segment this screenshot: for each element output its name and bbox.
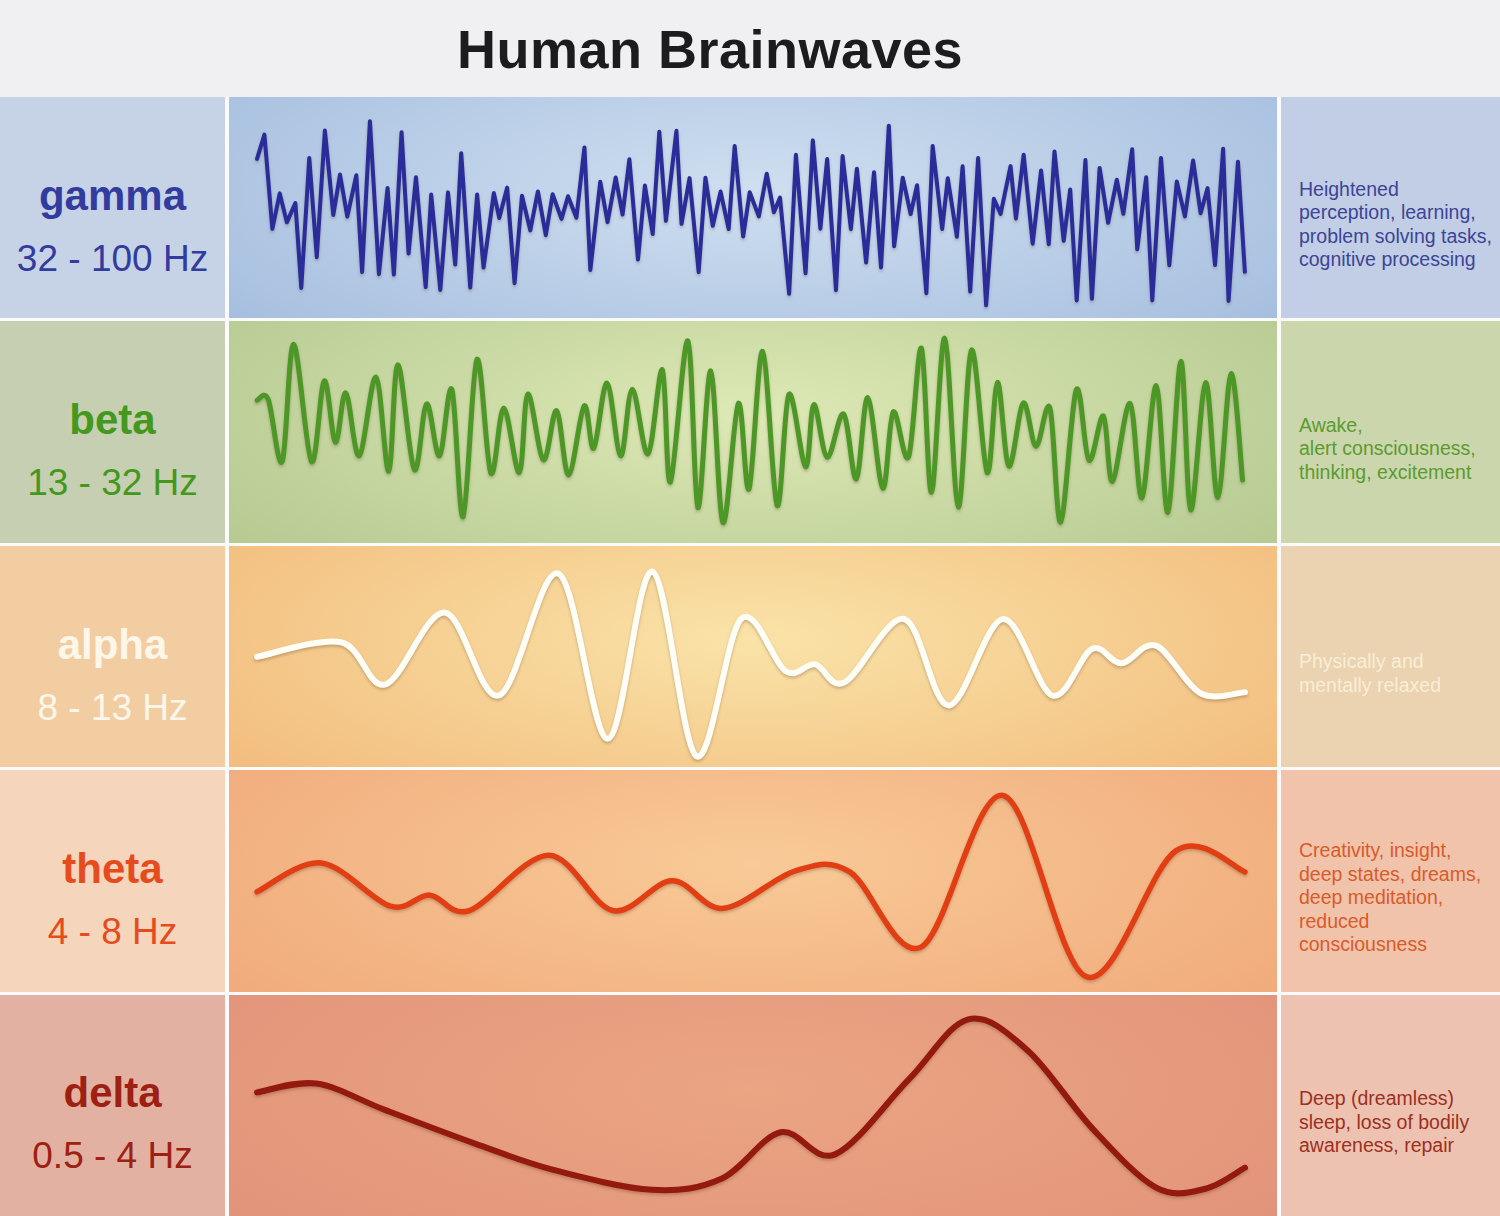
- band-description: Awake, alert consciousness, thinking, ex…: [1299, 414, 1476, 485]
- band-frequency: 4 - 8 Hz: [48, 911, 178, 953]
- bands-container: gamma 32 - 100 Hz Heightened perception,…: [0, 97, 1500, 1216]
- band-name: theta: [62, 845, 162, 893]
- header: Human Brainwaves: [0, 0, 1500, 97]
- band-label-cell: delta 0.5 - 4 Hz: [0, 995, 225, 1216]
- band-frequency: 32 - 100 Hz: [17, 238, 208, 280]
- band-description: Creativity, insight, deep states, dreams…: [1299, 839, 1481, 957]
- waveform-path: [257, 1018, 1245, 1193]
- band-description-cell: Awake, alert consciousness, thinking, ex…: [1281, 321, 1500, 542]
- band-description: Deep (dreamless) sleep, loss of bodily a…: [1299, 1087, 1469, 1158]
- band-frequency: 13 - 32 Hz: [27, 462, 198, 504]
- band-description-cell: Physically and mentally relaxed: [1281, 546, 1500, 767]
- band-waveform-cell: [229, 770, 1277, 991]
- band-name: delta: [63, 1069, 161, 1117]
- band-label-cell: gamma 32 - 100 Hz: [0, 97, 225, 318]
- band-frequency: 0.5 - 4 Hz: [32, 1135, 192, 1177]
- page-title: Human Brainwaves: [457, 18, 963, 80]
- band-description-cell: Creativity, insight, deep states, dreams…: [1281, 770, 1500, 991]
- band-row-delta: delta 0.5 - 4 Hz Deep (dreamless) sleep,…: [0, 995, 1500, 1216]
- band-frequency: 8 - 13 Hz: [37, 687, 187, 729]
- band-waveform-cell: [229, 321, 1277, 542]
- band-description: Physically and mentally relaxed: [1299, 650, 1441, 697]
- band-row-beta: beta 13 - 32 Hz Awake, alert consciousne…: [0, 321, 1500, 542]
- band-name: beta: [69, 396, 155, 444]
- waveform: [229, 546, 1277, 767]
- band-label-cell: theta 4 - 8 Hz: [0, 770, 225, 991]
- band-row-alpha: alpha 8 - 13 Hz Physically and mentally …: [0, 546, 1500, 767]
- waveform: [229, 770, 1277, 991]
- band-name: alpha: [58, 621, 168, 669]
- waveform-path: [257, 571, 1245, 756]
- waveform: [229, 97, 1277, 318]
- waveform: [229, 321, 1277, 542]
- waveform-path: [257, 121, 1245, 305]
- band-name: gamma: [39, 172, 186, 220]
- band-waveform-cell: [229, 995, 1277, 1216]
- band-waveform-cell: [229, 97, 1277, 318]
- waveform-path: [257, 339, 1243, 524]
- band-description: Heightened perception, learning, problem…: [1299, 178, 1492, 272]
- waveform: [229, 995, 1277, 1216]
- band-waveform-cell: [229, 546, 1277, 767]
- band-description-cell: Heightened perception, learning, problem…: [1281, 97, 1500, 318]
- band-label-cell: alpha 8 - 13 Hz: [0, 546, 225, 767]
- band-description-cell: Deep (dreamless) sleep, loss of bodily a…: [1281, 995, 1500, 1216]
- band-label-cell: beta 13 - 32 Hz: [0, 321, 225, 542]
- band-row-theta: theta 4 - 8 Hz Creativity, insight, deep…: [0, 770, 1500, 991]
- human-brainwaves-infographic: Human Brainwaves gamma 32 - 100 Hz Heigh…: [0, 0, 1500, 1216]
- waveform-path: [257, 796, 1245, 978]
- band-row-gamma: gamma 32 - 100 Hz Heightened perception,…: [0, 97, 1500, 318]
